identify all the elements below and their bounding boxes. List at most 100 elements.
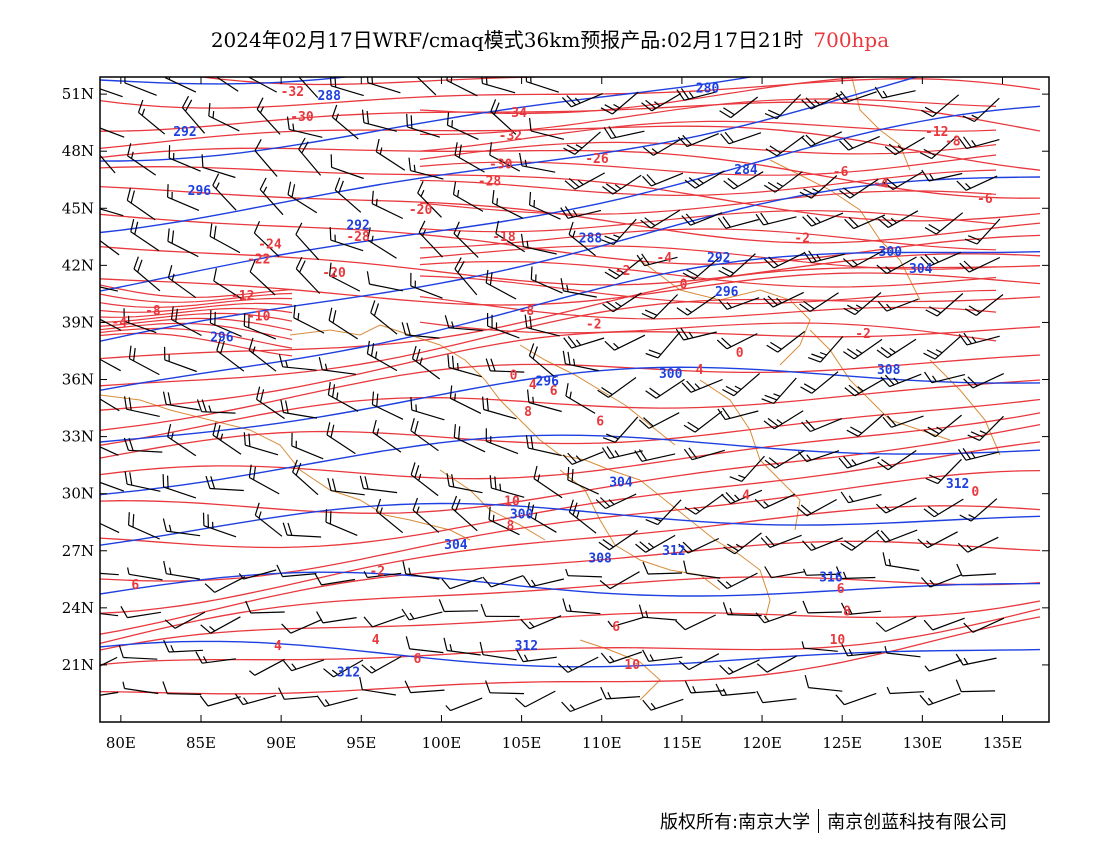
height-contour-label: 300: [879, 245, 903, 260]
wind-barb: [568, 221, 596, 257]
temperature-contour-line: [100, 272, 1041, 306]
wind-barb-half-feather: [171, 273, 175, 281]
wind-barb-shaft: [657, 499, 682, 526]
wind-barb-feather: [635, 543, 646, 553]
wind-barb: [212, 422, 242, 455]
wind-barb-feather: [644, 309, 658, 316]
wind-barb-feather: [923, 429, 936, 438]
wind-barb-feather: [524, 314, 528, 328]
wind-barb-shaft: [326, 434, 356, 455]
wind-barb-feather: [608, 126, 617, 138]
wind-barb: [100, 691, 119, 696]
wind-barb: [524, 314, 560, 337]
wind-barb-feather: [281, 623, 292, 634]
wind-barb-shaft: [566, 610, 601, 615]
wind-barb-shaft: [886, 256, 917, 275]
wind-barb-shaft: [932, 94, 960, 118]
wind-barb-shaft: [935, 414, 962, 438]
wind-barb: [721, 489, 763, 505]
wind-barb-feather: [645, 99, 657, 109]
wind-barb: [601, 446, 643, 459]
wind-barb-shaft: [100, 239, 120, 256]
wind-barb-feather: [763, 297, 774, 308]
wind-barb: [168, 145, 201, 172]
wind-barb-shaft: [133, 268, 161, 292]
wind-barb: [329, 227, 364, 252]
wind-barb-half-feather: [297, 312, 300, 321]
wind-barb-feather: [533, 465, 538, 479]
wind-barb-shaft: [612, 174, 642, 195]
wind-barb-feather: [755, 213, 764, 226]
wind-barb-half-feather: [694, 383, 701, 390]
wind-barb-feather: [645, 390, 657, 399]
wind-barb-feather: [767, 181, 780, 190]
geopotential-height-contours: [100, 77, 1041, 668]
wind-barb-feather: [410, 462, 416, 475]
wind-barb: [417, 181, 442, 218]
wind-barb-half-feather: [212, 111, 215, 119]
wind-barb: [955, 679, 996, 693]
wind-barb-shaft: [848, 494, 882, 504]
wind-barb: [293, 304, 325, 334]
wind-barb-feather: [196, 399, 203, 412]
wind-barb-half-feather: [420, 189, 425, 197]
wind-barb-shaft: [531, 278, 563, 294]
wind-barb: [876, 529, 918, 543]
wind-barb-feather: [525, 77, 528, 82]
wind-barb-half-feather: [291, 663, 297, 670]
wind-barb-half-feather: [202, 656, 208, 663]
map-frame: [99, 76, 1050, 723]
wind-barb-half-feather: [763, 500, 770, 507]
wind-barb-shaft: [889, 691, 925, 695]
wind-barb-shaft: [245, 444, 279, 456]
wind-barb-feather: [210, 476, 216, 489]
wind-barb-half-feather: [933, 256, 939, 263]
wind-barb: [162, 474, 197, 499]
wind-barb-shaft: [764, 493, 796, 509]
wind-barb-feather: [768, 109, 781, 116]
wind-barb: [959, 498, 998, 522]
wind-barb-feather: [648, 349, 662, 355]
wind-barb-shaft: [126, 483, 161, 492]
wind-barb-shaft: [571, 337, 605, 349]
wind-barb-feather: [638, 449, 648, 461]
temperature-contour-label: -12: [231, 289, 254, 304]
wind-barb-shaft: [885, 497, 917, 514]
wind-barb-shaft: [644, 256, 678, 267]
wind-barb: [444, 315, 483, 332]
wind-barb-feather: [366, 77, 369, 83]
wind-barb-half-feather: [855, 304, 863, 309]
wind-barb-feather: [764, 112, 778, 120]
wind-barb-shaft: [412, 358, 441, 380]
wind-barb-feather: [642, 175, 652, 187]
lon-tick-label: 130E: [903, 734, 943, 752]
wind-barb: [957, 536, 999, 553]
wind-barb-shaft: [726, 297, 760, 310]
wind-barb-half-feather: [168, 524, 172, 532]
wind-barb-shaft: [684, 614, 716, 631]
temperature-contour-label: -30: [489, 158, 513, 173]
wind-barb-shaft: [773, 377, 797, 404]
wind-barb-feather: [330, 424, 335, 438]
wind-barb-feather: [925, 309, 938, 317]
wind-barb-half-feather: [449, 644, 453, 652]
wind-barb: [212, 173, 237, 211]
wind-barb-feather: [293, 304, 296, 318]
wind-barb: [562, 451, 604, 465]
wind-barb-feather: [458, 426, 461, 440]
wind-barb-feather: [167, 265, 173, 278]
wind-barb-shaft: [574, 131, 601, 155]
wind-barb-feather: [882, 181, 894, 190]
wind-barb: [766, 330, 806, 353]
wind-barb: [676, 88, 718, 101]
temperature-contour-label: 4: [529, 378, 537, 393]
wind-barb-feather: [128, 438, 134, 451]
wind-barb-feather: [684, 179, 696, 189]
height-contour-label: 312: [946, 477, 969, 492]
wind-barb-shaft: [889, 373, 922, 388]
wind-barb-half-feather: [607, 691, 612, 699]
wind-barb-shaft: [574, 172, 605, 190]
wind-barb: [361, 655, 402, 674]
wind-barb-shaft: [773, 410, 804, 430]
wind-barb-half-feather: [613, 342, 620, 349]
